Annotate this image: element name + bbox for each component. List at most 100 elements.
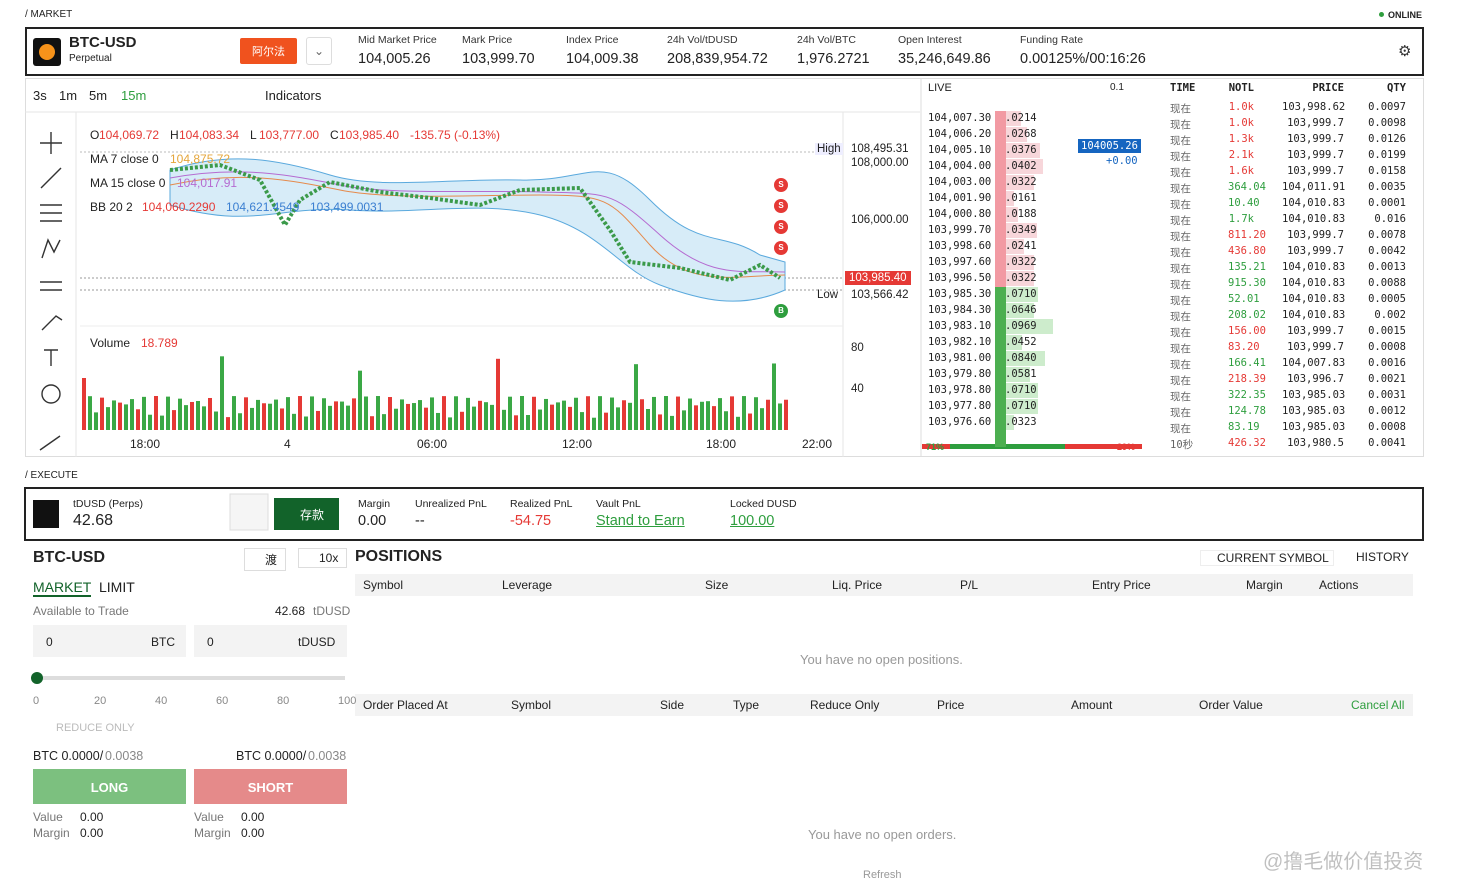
metric-link[interactable]: Stand to Earn — [596, 513, 685, 529]
trade-cell: 104,010.83 — [1282, 293, 1346, 305]
status: ONLINE — [1388, 10, 1423, 20]
slider-handle[interactable] — [31, 672, 43, 684]
history-button[interactable]: HISTORY — [1356, 550, 1409, 564]
short-button[interactable] — [194, 769, 347, 804]
slider-label: 80 — [277, 695, 290, 707]
select-box[interactable] — [229, 493, 269, 531]
dropdown[interactable]: ⌄ — [306, 37, 332, 65]
leverage-button[interactable]: 10x — [298, 548, 348, 568]
vol-bar — [346, 405, 350, 430]
bid-price: 103,981.00 — [928, 352, 992, 364]
vol-bar — [736, 416, 740, 430]
time-tick: 12:00 — [562, 437, 593, 451]
ask-size: .0322 — [1005, 272, 1037, 284]
trade-cell: 103,999.7 — [1287, 229, 1344, 241]
indicators-button[interactable]: Indicators — [265, 88, 322, 103]
vol-bar — [652, 396, 656, 430]
tab-limit[interactable]: LIMIT — [99, 579, 135, 595]
vol-bar — [682, 410, 686, 430]
vol-bar — [202, 406, 206, 430]
vol-bar — [604, 412, 608, 430]
vol-bar — [382, 414, 386, 430]
trade-cell: 103,999.7 — [1287, 325, 1344, 337]
metric-value: -- — [415, 513, 425, 529]
account-balance: 42.68 — [73, 512, 114, 529]
trade-cell: 135.21 — [1228, 261, 1266, 273]
stat-value: 208,839,954.72 — [667, 51, 768, 67]
trade-cell: 156.00 — [1228, 325, 1266, 337]
legend-value: 104,060.2290 — [142, 200, 216, 214]
ask-depth — [995, 143, 1041, 158]
time-tick: 18:00 — [130, 437, 161, 451]
column-header: Symbol — [511, 698, 552, 712]
cap-prefix: BTC 0.0000/ — [236, 749, 307, 763]
side-button[interactable]: LONG — [90, 780, 129, 795]
interval-button[interactable]: 5m — [89, 88, 108, 103]
trade-cell: 103,999.7 — [1287, 149, 1344, 161]
column-header: Order Placed At — [363, 698, 448, 712]
column-header: Side — [660, 698, 685, 712]
time-tick: 4 — [284, 437, 291, 451]
interval-button[interactable]: 1m — [59, 88, 78, 103]
metric-link[interactable]: 100.00 — [730, 513, 775, 529]
vol-bar — [694, 405, 698, 430]
trade-cell: 现在 — [1170, 167, 1191, 179]
ask-edge — [995, 111, 1006, 287]
vol-bar — [634, 364, 638, 430]
input-box[interactable] — [194, 625, 347, 657]
section-label: / EXECUTE — [25, 470, 78, 481]
column-header: Symbol — [363, 578, 404, 592]
trade-cell: 10.40 — [1228, 197, 1260, 209]
ask-size: .0268 — [1005, 128, 1037, 140]
vol-bar — [640, 399, 644, 430]
bid-price: 103,976.60 — [928, 416, 992, 428]
trade-cell: 0.0008 — [1368, 341, 1406, 353]
account-label: tDUSD (Perps) — [73, 498, 144, 510]
ohlc-value: 104,069.72 — [99, 128, 160, 142]
table-header — [355, 574, 1413, 596]
mode-button[interactable]: 渡 — [244, 548, 287, 571]
vol-bar — [646, 409, 650, 430]
trade-cell: 0.0126 — [1368, 133, 1406, 145]
available-value: 42.68 — [275, 604, 306, 618]
deposit-button[interactable]: 存款 — [300, 508, 325, 522]
trade-cell: 现在 — [1170, 311, 1191, 323]
trade-cell: 0.0042 — [1368, 245, 1406, 257]
tab-market[interactable]: MARKET — [33, 579, 92, 597]
cancel-all-link[interactable]: Cancel All — [1351, 698, 1405, 712]
interval-button[interactable]: 3s — [33, 88, 47, 103]
long-button[interactable] — [33, 769, 186, 804]
cap-value: 0.0038 — [105, 749, 144, 763]
ohlc-key: H — [170, 128, 179, 142]
side-button[interactable]: SHORT — [247, 780, 294, 795]
refresh-link[interactable]: Refresh — [863, 869, 902, 881]
vol-bar — [208, 397, 212, 430]
trade-cell: 0.0001 — [1368, 197, 1406, 209]
ask-price: 104,003.00 — [928, 176, 992, 188]
slider-label: 0 — [33, 695, 40, 707]
trade-cell: 0.0158 — [1368, 165, 1406, 177]
settings-icon[interactable]: ⚙ — [1398, 43, 1412, 60]
bollinger-band — [169, 158, 786, 302]
trades-header: TIME — [1170, 82, 1196, 94]
vol-bar — [784, 399, 788, 430]
deposit-button[interactable] — [274, 498, 339, 530]
bid-size: .0323 — [1005, 416, 1037, 428]
vol-bar — [718, 398, 722, 430]
trade-cell: 103,985.03 — [1282, 389, 1346, 401]
vol-bar — [268, 403, 272, 430]
trade-cell: 0.0097 — [1368, 101, 1406, 113]
interval-button[interactable]: 15m — [121, 88, 147, 103]
trades-header: PRICE — [1312, 82, 1344, 94]
legend-value: 103,499.0031 — [310, 200, 384, 214]
vol-bar — [178, 398, 182, 430]
price-tick: 106,000.00 — [851, 214, 909, 226]
badge-button[interactable]: 阿尔法 — [240, 38, 297, 64]
trade-cell: 103,998.62 — [1282, 101, 1346, 113]
bid-size: .0581 — [1005, 368, 1037, 380]
input-box[interactable] — [33, 625, 186, 657]
order-symbol: BTC-USD — [33, 549, 105, 566]
filter-button[interactable]: CURRENT SYMBOL — [1200, 550, 1334, 566]
trade-cell: 0.0005 — [1368, 293, 1406, 305]
trade-cell: 0.0016 — [1368, 357, 1406, 369]
